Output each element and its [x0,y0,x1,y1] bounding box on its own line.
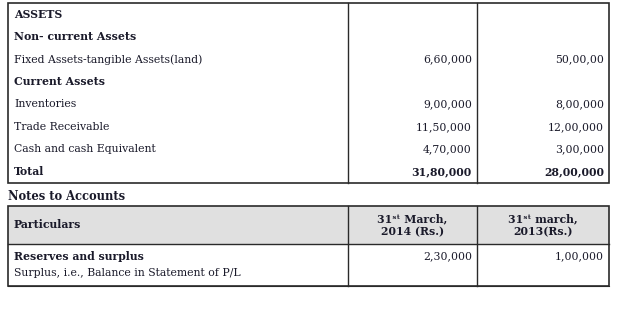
Text: Cash and cash Equivalent: Cash and cash Equivalent [14,144,155,154]
Text: 28,00,000: 28,00,000 [544,166,604,177]
Text: Particulars: Particulars [14,219,81,230]
Text: ASSETS: ASSETS [14,9,62,20]
Bar [8,206,609,286]
Text: 31ˢᵗ March,
2014 (Rs.): 31ˢᵗ March, 2014 (Rs.) [377,213,447,237]
Text: 8,00,000: 8,00,000 [555,99,604,109]
Text: Non- current Assets: Non- current Assets [14,31,136,42]
Text: 3,00,000: 3,00,000 [555,144,604,154]
Text: 2,30,000: 2,30,000 [423,252,472,262]
Text: 9,00,000: 9,00,000 [423,99,472,109]
Text: Inventories: Inventories [14,99,77,109]
Text: Trade Receivable: Trade Receivable [14,122,109,132]
Text: 6,60,000: 6,60,000 [423,54,472,64]
Text: 50,00,00: 50,00,00 [555,54,604,64]
Text: Total: Total [14,166,44,177]
Text: 4,70,000: 4,70,000 [423,144,472,154]
Text: Reserves and surplus: Reserves and surplus [14,251,144,262]
Text: Notes to Accounts: Notes to Accounts [8,190,125,203]
Text: 1,00,000: 1,00,000 [555,252,604,262]
Bar [8,3,609,183]
Text: Current Assets: Current Assets [14,76,105,87]
Text: 31,80,000: 31,80,000 [412,166,472,177]
Bar [8,206,609,244]
Text: Surplus, i.e., Balance in Statement of P/L: Surplus, i.e., Balance in Statement of P… [14,267,241,278]
Text: 11,50,000: 11,50,000 [416,122,472,132]
Text: 31ˢᵗ march,
2013(Rs.): 31ˢᵗ march, 2013(Rs.) [508,213,578,237]
Text: Fixed Assets-tangible Assets(land): Fixed Assets-tangible Assets(land) [14,54,202,65]
Text: 12,00,000: 12,00,000 [548,122,604,132]
